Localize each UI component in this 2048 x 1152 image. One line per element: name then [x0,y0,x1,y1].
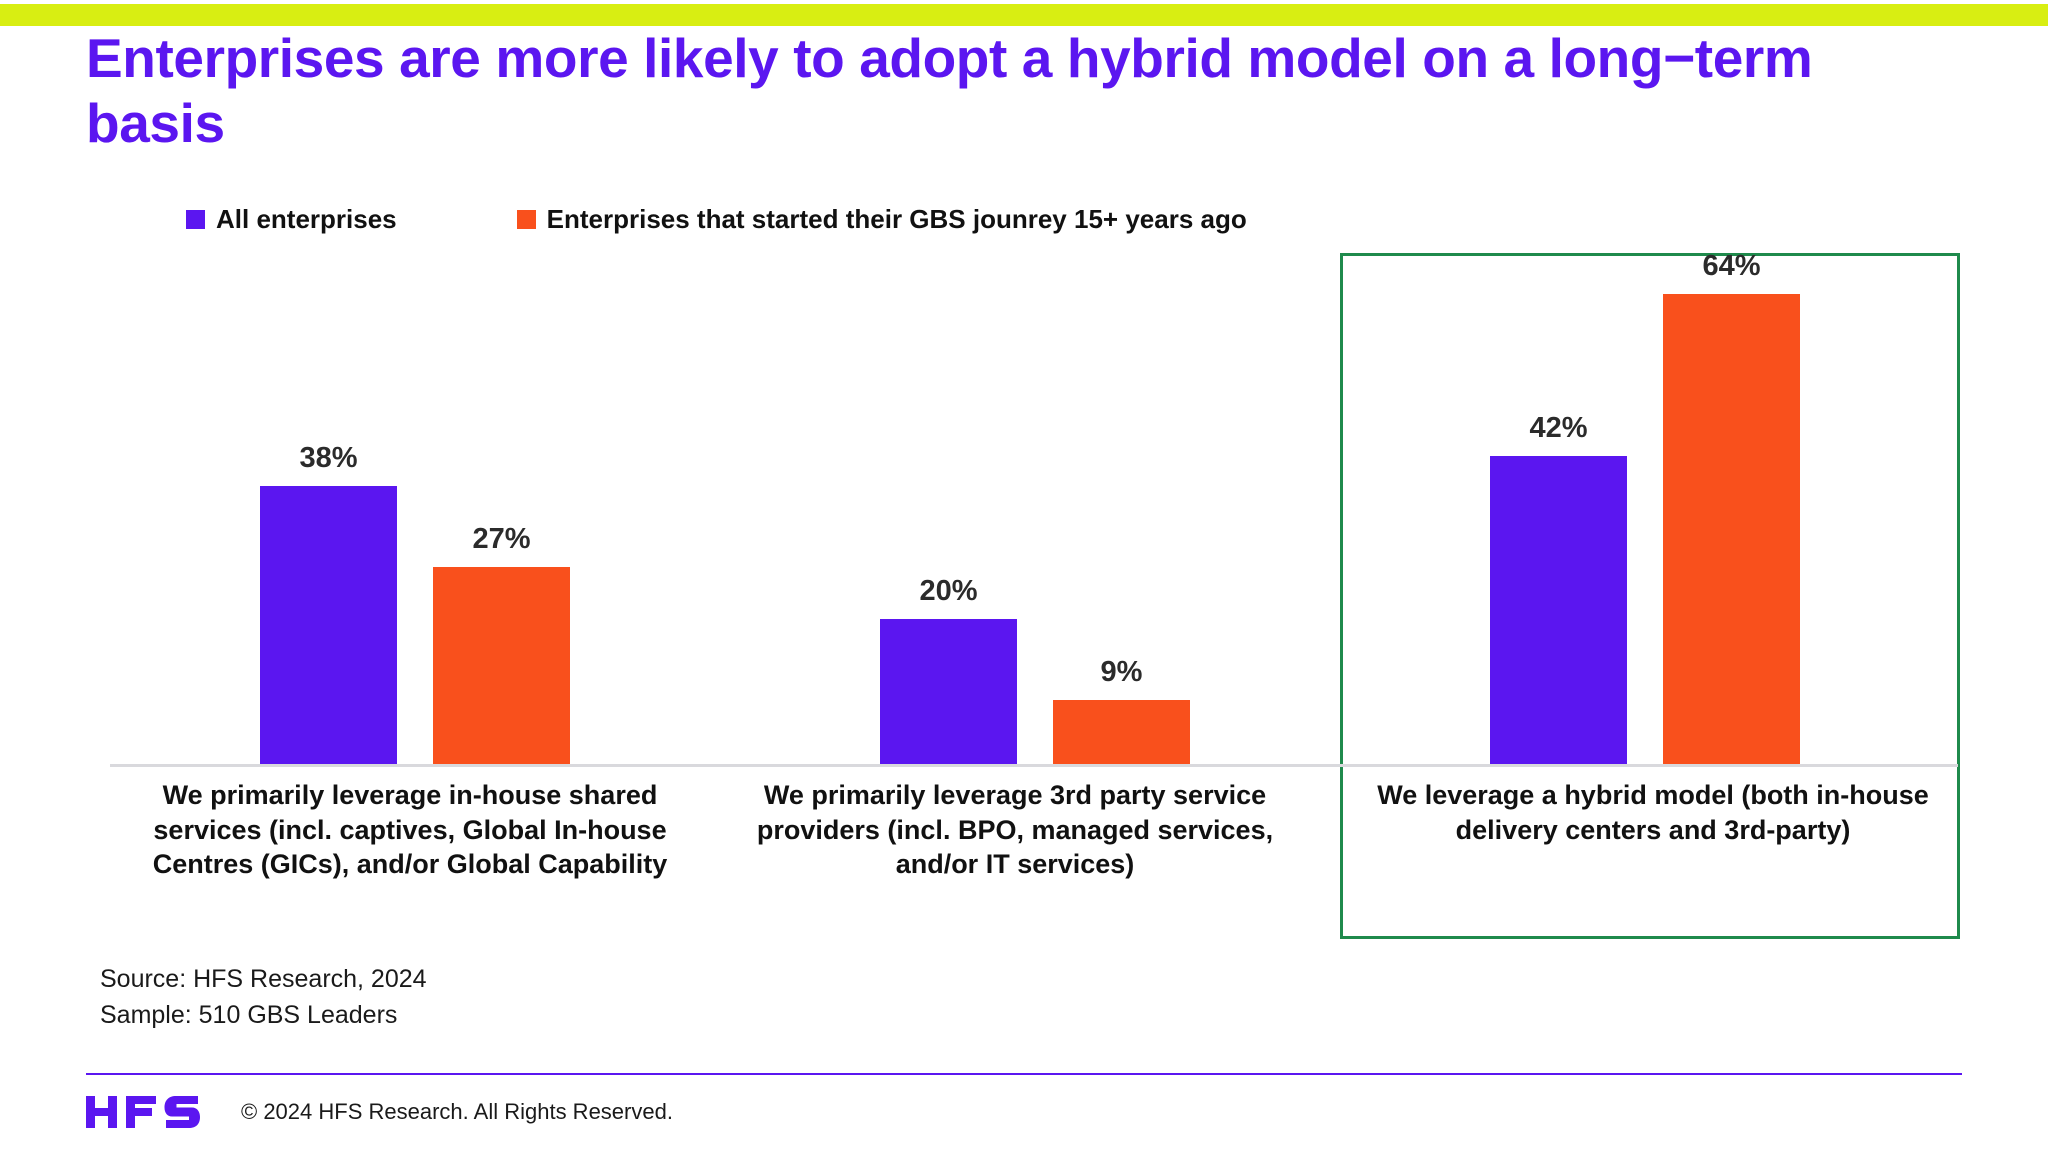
bar-gbs-15-years-0: 27% [433,523,570,766]
bar-all-enterprises-0: 38% [260,442,397,766]
footer-divider [86,1073,1962,1075]
bar-value-gbs-15-years-2: 64% [1702,250,1761,283]
bar-group-bars: 38% 27% [110,250,710,766]
legend-item-all-enterprises: All enterprises [186,204,397,235]
category-label-in-house-shared-services: We primarily leverage in-house shared se… [152,780,668,880]
page-title: Enterprises are more likely to adopt a h… [86,27,1813,154]
chart-category-labels: We primarily leverage in-house shared se… [110,778,1960,898]
bar-group-third-party-providers: 20% 9% [730,250,1300,766]
legend-label-all-enterprises: All enterprises [216,204,397,234]
bar-all-enterprises-1: 20% [880,575,1017,766]
copyright-text: © 2024 HFS Research. All Rights Reserved… [241,1099,673,1124]
bar-gbs-15-years-2: 64% [1663,250,1800,766]
bar-value-all-enterprises-2: 42% [1529,412,1588,445]
sample-line: Sample: 510 GBS Leaders [100,1000,398,1029]
source-line: Source: HFS Research, 2024 [100,965,427,993]
source-note: Source: HFS Research, 2024 Sample: 510 G… [100,962,427,1033]
bar-gbs-15-years-1: 9% [1053,656,1190,766]
top-accent-bar [0,4,2048,26]
legend-item-gbs-15-years: Enterprises that started their GBS jounr… [516,204,1247,235]
legend-swatch-purple-icon [186,210,205,229]
bar-value-all-enterprises-0: 38% [299,441,358,474]
bar-group-in-house-shared-services: 38% 27% [110,250,710,766]
bar-group-bars: 20% 9% [730,250,1300,766]
legend-label-gbs-15-years: Enterprises that started their GBS jounr… [546,204,1247,234]
bar-chart-plot-area: 38% 27% 20% 9% 42% 64% [110,250,1960,766]
bar-value-gbs-15-years-1: 9% [1100,655,1143,688]
chart-baseline-axis [110,764,1958,767]
category-label-third-party-providers: We primarily leverage 3rd party service … [756,780,1274,880]
category-label-hybrid-model: We leverage a hybrid model (both in-hous… [1377,780,1929,845]
page-footer: © 2024 HFS Research. All Rights Reserved… [86,1092,673,1132]
bar-group-hybrid-model: 42% 64% [1340,250,1960,766]
bar-value-gbs-15-years-0: 27% [472,522,531,555]
chart-legend: All enterprises Enterprises that started… [186,204,1247,235]
hfs-logo-icon [86,1096,200,1128]
bar-all-enterprises-2: 42% [1490,412,1627,766]
hybrid-model-highlight-box [1340,253,1960,939]
legend-swatch-orange-icon [516,210,536,229]
bar-value-all-enterprises-1: 20% [919,574,978,607]
bar-group-bars: 42% 64% [1340,250,1960,766]
